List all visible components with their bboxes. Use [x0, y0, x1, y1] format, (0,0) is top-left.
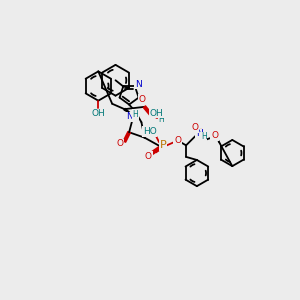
Text: O: O	[211, 131, 218, 140]
Text: P: P	[160, 140, 167, 150]
Text: N: N	[127, 112, 133, 121]
Text: N: N	[135, 80, 141, 88]
Text: HO: HO	[143, 127, 157, 136]
Text: H: H	[201, 132, 207, 141]
Text: HO: HO	[143, 127, 157, 136]
Text: H: H	[132, 110, 138, 119]
Text: N: N	[196, 129, 202, 138]
Text: O: O	[139, 95, 146, 104]
Text: O: O	[153, 112, 160, 121]
Text: O: O	[191, 123, 198, 132]
Text: O: O	[145, 152, 152, 160]
Text: P: P	[160, 140, 167, 150]
Text: O: O	[116, 139, 123, 148]
Text: OH: OH	[92, 109, 105, 118]
Text: H: H	[159, 115, 164, 124]
Text: O: O	[174, 136, 181, 145]
Text: OH: OH	[150, 109, 164, 118]
Polygon shape	[124, 108, 132, 115]
